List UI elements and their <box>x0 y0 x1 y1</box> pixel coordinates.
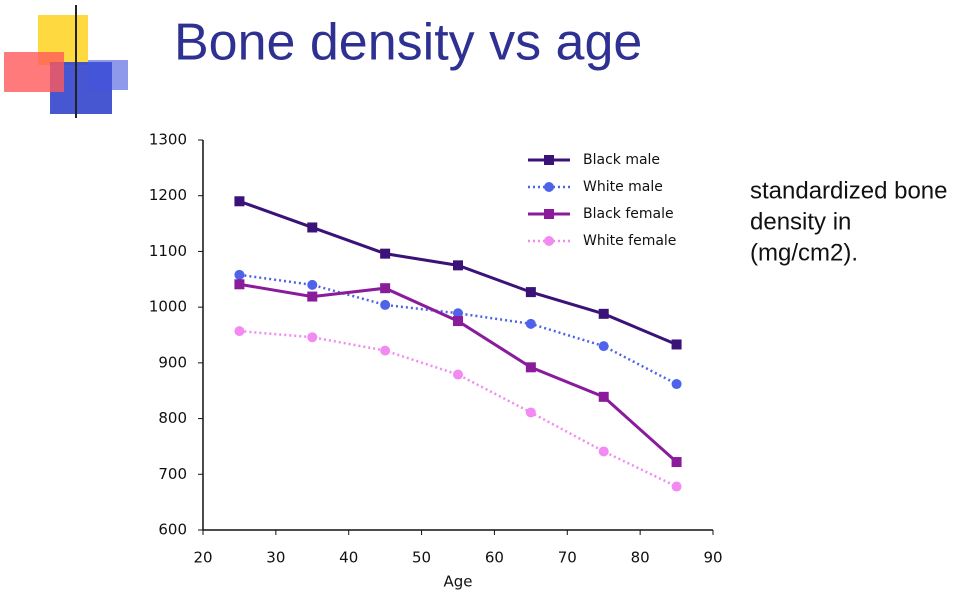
x-tick-label: 80 <box>631 549 650 567</box>
data-point <box>234 196 245 207</box>
annotation: standardized bone <box>750 177 947 204</box>
slide-title: Bone density vs age <box>174 14 642 72</box>
data-point <box>525 287 536 298</box>
data-point <box>671 457 682 468</box>
y-tick-label: 900 <box>158 353 187 371</box>
y-tick-label: 700 <box>158 465 187 483</box>
x-tick-label: 70 <box>558 549 577 567</box>
data-point <box>598 341 609 352</box>
y-tick-label: 1000 <box>149 298 187 316</box>
data-point <box>307 291 318 302</box>
x-tick-label: 30 <box>266 549 285 567</box>
x-tick-label: 90 <box>703 549 722 567</box>
series-line <box>239 273 678 386</box>
x-axis-label: Age <box>443 573 472 591</box>
data-point <box>307 279 318 290</box>
data-point <box>307 222 318 233</box>
y-tick-label: 1300 <box>149 131 187 149</box>
data-point <box>453 260 463 271</box>
data-point <box>598 308 609 319</box>
legend-marker <box>544 209 554 219</box>
data-point <box>598 446 609 457</box>
data-point <box>671 481 682 492</box>
data-point <box>525 318 536 329</box>
data-point <box>234 269 245 280</box>
x-tick-label: 40 <box>339 549 358 567</box>
legend-marker <box>544 182 554 192</box>
x-tick-label: 60 <box>485 549 504 567</box>
data-point <box>234 326 245 337</box>
series-line <box>239 329 678 488</box>
data-point <box>380 299 391 310</box>
data-point <box>380 345 391 356</box>
legend-label: Black male <box>583 152 660 168</box>
data-point <box>525 362 536 373</box>
decoration <box>4 5 959 118</box>
y-tick-label: 800 <box>158 409 187 427</box>
annotation: (mg/cm2). <box>750 239 858 266</box>
y-tick-label: 1200 <box>149 186 187 204</box>
x-tick-label: 50 <box>412 549 431 567</box>
data-point <box>380 283 391 294</box>
y-tick-label: 1100 <box>149 242 187 260</box>
data-point <box>525 407 536 418</box>
data-point <box>307 332 318 343</box>
data-point <box>234 279 245 290</box>
data-point <box>380 248 391 259</box>
legend-marker <box>544 155 554 165</box>
legend-label: Black female <box>583 206 674 222</box>
data-point <box>453 369 463 380</box>
annotation: density in <box>750 208 851 235</box>
x-tick-label: 20 <box>193 549 212 567</box>
legend-marker <box>544 236 554 246</box>
data-point <box>671 379 682 390</box>
data-point <box>453 308 463 319</box>
data-point <box>671 339 682 350</box>
legend-label: White female <box>583 233 676 249</box>
y-tick-label: 600 <box>158 521 187 539</box>
data-point <box>453 316 463 327</box>
data-point <box>598 391 609 402</box>
legend-label: White male <box>583 179 663 195</box>
